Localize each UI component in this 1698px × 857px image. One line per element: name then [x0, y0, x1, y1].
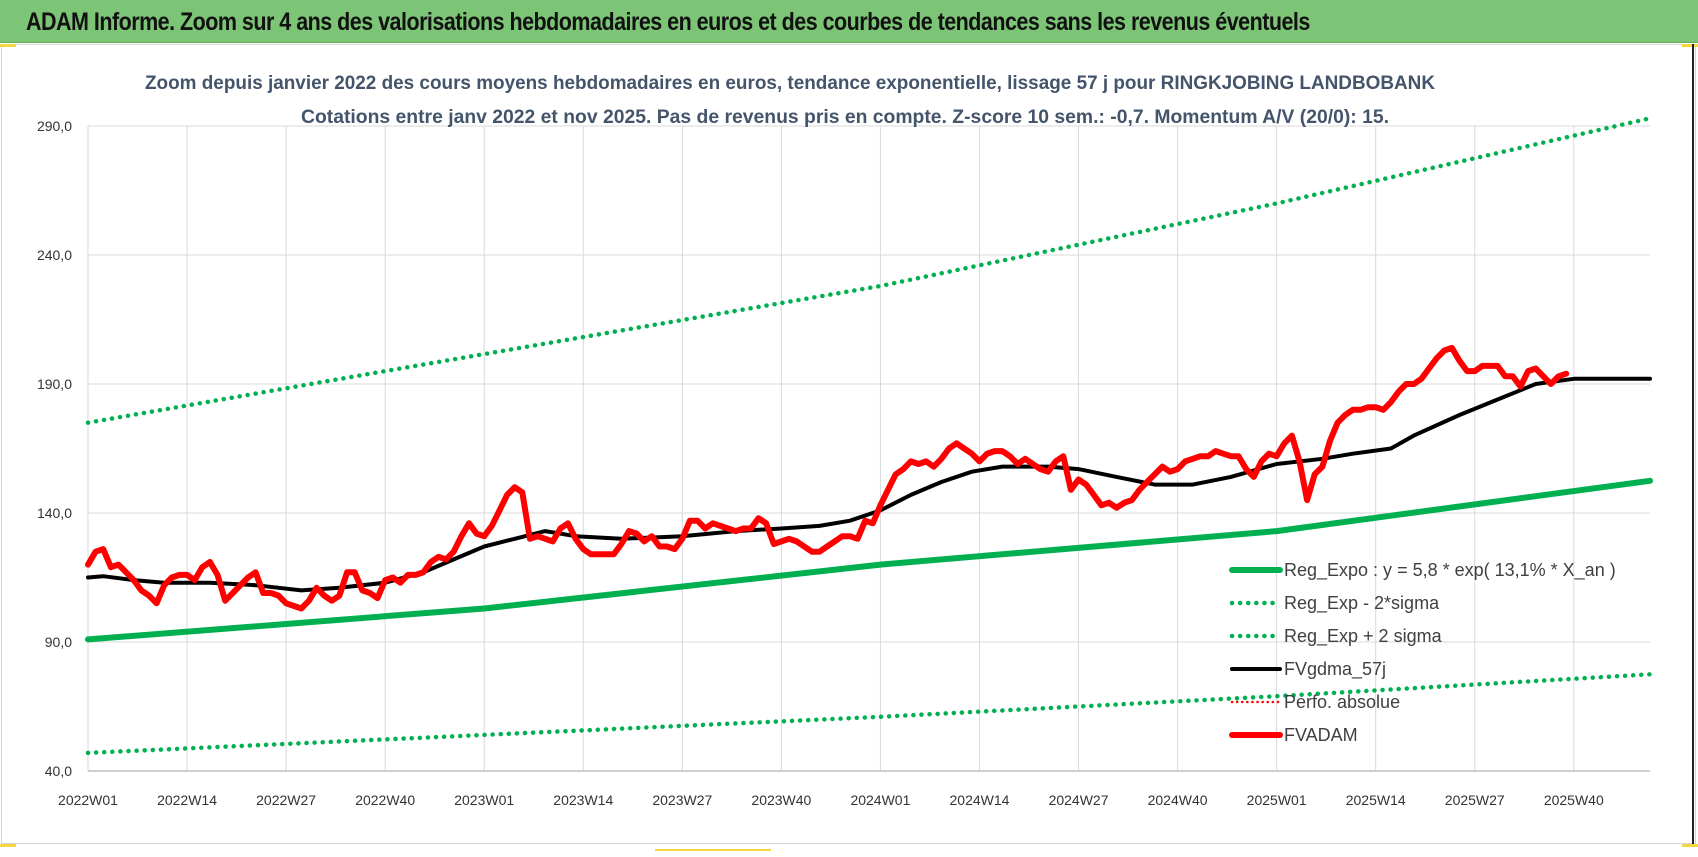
- series-line-3: [86, 376, 1652, 593]
- x-tick-label: 2025W40: [1544, 792, 1604, 808]
- chart-title-line2: Cotations entre janv 2022 et nov 2025. P…: [301, 107, 1389, 128]
- grid: [87, 125, 1650, 772]
- frame-edge: [1692, 44, 1694, 844]
- chart-frame: [1, 44, 1696, 844]
- x-tick-label: 2024W27: [1049, 792, 1109, 808]
- y-tick-label: 90,0: [45, 634, 72, 650]
- x-tick-label: 2024W14: [950, 792, 1010, 808]
- x-tick-label: 2022W40: [355, 792, 415, 808]
- y-tick-label: 290,0: [37, 118, 72, 134]
- x-tick-label: 2023W27: [652, 792, 712, 808]
- x-tick-label: 2025W14: [1346, 792, 1406, 808]
- y-tick-label: 40,0: [45, 763, 72, 779]
- x-tick-label: 2022W01: [58, 792, 118, 808]
- series-line-2: [85, 116, 1653, 425]
- legend-label-5: FVADAM: [1284, 725, 1358, 745]
- legend-label-3: FVgdma_57j: [1284, 659, 1386, 680]
- legend-label-1: Reg_Exp - 2*sigma: [1284, 593, 1440, 614]
- corner-accent: [0, 844, 16, 847]
- page-title: ADAM Informe. Zoom sur 4 ans des valoris…: [26, 8, 1310, 36]
- series-line-5: [85, 344, 1570, 612]
- bottom-accent: [655, 849, 771, 851]
- legend-label-4: Perfo. absolue: [1284, 692, 1400, 712]
- legend: Reg_Expo : y = 5,8 * exp( 13,1% * X_an )…: [1229, 560, 1616, 745]
- corner-accent: [0, 44, 16, 47]
- x-tick-label: 2022W14: [157, 792, 217, 808]
- legend-label-0: Reg_Expo : y = 5,8 * exp( 13,1% * X_an ): [1284, 560, 1616, 581]
- corner-accent: [1682, 44, 1698, 47]
- x-tick-label: 2022W27: [256, 792, 316, 808]
- y-tick-label: 190,0: [37, 376, 72, 392]
- y-tick-label: 140,0: [37, 505, 72, 521]
- corner-accent: [1682, 844, 1698, 847]
- x-tick-label: 2024W40: [1148, 792, 1208, 808]
- x-tick-label: 2023W14: [553, 792, 613, 808]
- x-tick-label: 2025W27: [1445, 792, 1505, 808]
- series-line-0: [85, 477, 1653, 643]
- x-tick-label: 2023W01: [454, 792, 514, 808]
- x-tick-label: 2023W40: [751, 792, 811, 808]
- x-tick-label: 2025W01: [1247, 792, 1307, 808]
- chart-title-line1: Zoom depuis janvier 2022 des cours moyen…: [145, 73, 1435, 94]
- y-tick-label: 240,0: [37, 247, 72, 263]
- series-lines: [85, 116, 1653, 756]
- legend-label-2: Reg_Exp + 2 sigma: [1284, 626, 1443, 647]
- header-banner: ADAM Informe. Zoom sur 4 ans des valoris…: [0, 0, 1698, 43]
- y-axis-ticks: 40,0 90,0 140,0 190,0 240,0 290,0: [37, 118, 72, 779]
- x-axis-ticks: 2022W01 2022W14 2022W27 2022W40 2023W01 2023W…: [58, 792, 1604, 808]
- x-tick-label: 2024W01: [850, 792, 910, 808]
- series-line-1: [85, 672, 1653, 756]
